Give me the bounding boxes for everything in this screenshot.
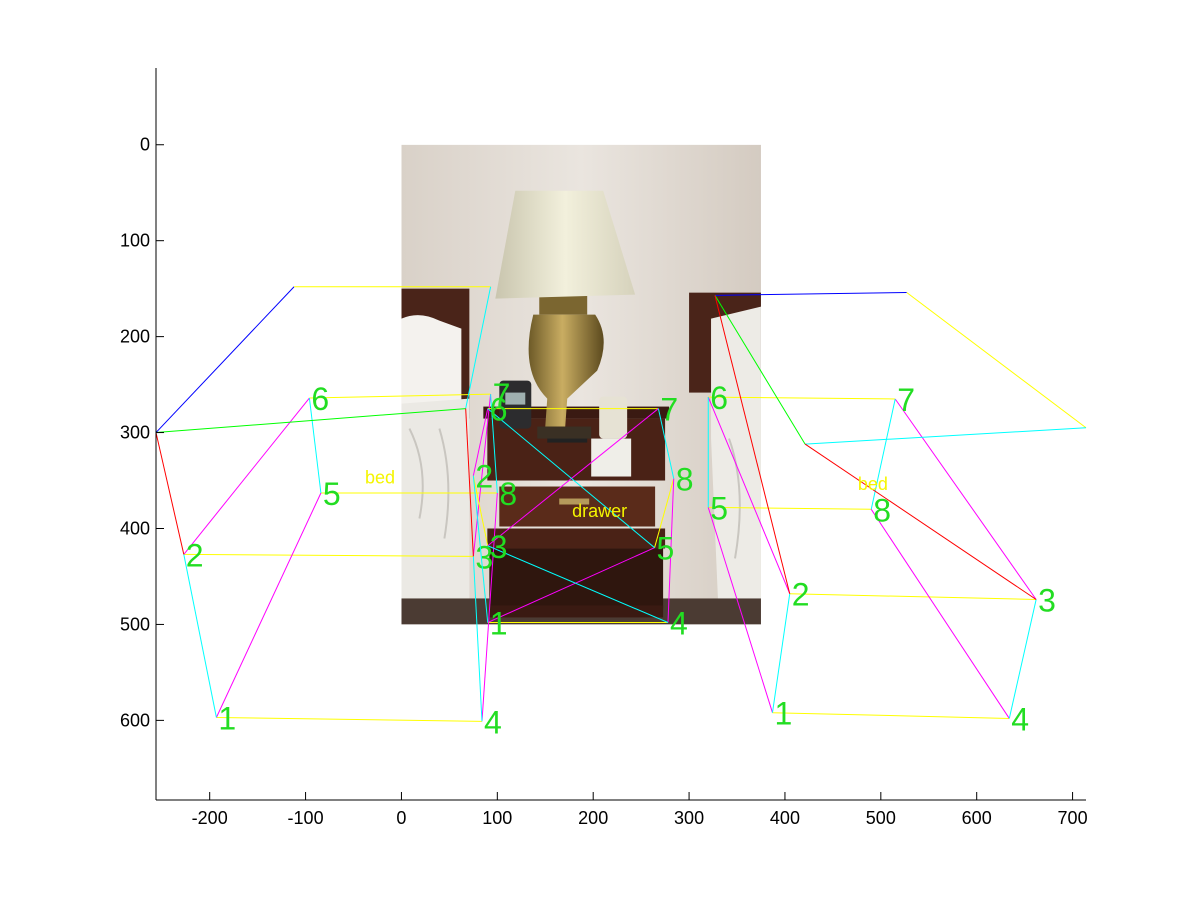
outer-edge bbox=[155, 408, 466, 434]
vertex-label: 2 bbox=[792, 577, 810, 613]
box-edge-0-9 bbox=[472, 556, 483, 722]
outer-edge bbox=[465, 408, 474, 557]
x-tick-label: 200 bbox=[578, 808, 608, 828]
vertex-label: 5 bbox=[323, 476, 341, 512]
x-tick-label: 700 bbox=[1058, 808, 1088, 828]
box-edge-1-5 bbox=[472, 408, 489, 476]
vertex-label: 5 bbox=[657, 531, 675, 567]
box-edge-0-0 bbox=[216, 716, 482, 722]
box-edge-2-7 bbox=[894, 398, 1037, 600]
outer-edge bbox=[465, 286, 492, 409]
vertex-label: 1 bbox=[490, 606, 508, 642]
vertex-label: 8 bbox=[499, 476, 517, 512]
y-tick-label: 600 bbox=[120, 710, 150, 730]
vertex-label: 3 bbox=[475, 539, 493, 575]
vertex-label: 4 bbox=[484, 704, 502, 740]
y-tick-label: 300 bbox=[120, 423, 150, 443]
vertex-label: 2 bbox=[475, 459, 493, 495]
x-tick-label: 100 bbox=[482, 808, 512, 828]
box-edge-2-9 bbox=[1008, 599, 1037, 719]
box-edge-1-9 bbox=[487, 545, 669, 623]
box-edge-0-1 bbox=[183, 553, 474, 557]
vertex-label: 8 bbox=[676, 462, 694, 498]
vertex-label: 1 bbox=[774, 696, 792, 732]
y-tick-label: 200 bbox=[120, 327, 150, 347]
box-edge-2-6 bbox=[870, 509, 1010, 719]
box-edge-1-11 bbox=[657, 408, 675, 479]
vertex-label: 4 bbox=[670, 606, 688, 642]
vertex-label: 3 bbox=[1038, 582, 1056, 618]
outer-edge bbox=[805, 427, 1087, 445]
annotation-label: bed bbox=[365, 467, 395, 487]
vertex-label: 3 bbox=[490, 529, 508, 565]
x-tick-label: 600 bbox=[962, 808, 992, 828]
outer-edge bbox=[714, 291, 907, 296]
x-tick-label: 0 bbox=[396, 808, 406, 828]
vertex-label: 2 bbox=[186, 537, 204, 573]
vertex-label: 6 bbox=[490, 392, 508, 428]
outer-edge bbox=[906, 292, 1087, 429]
vertex-label: 1 bbox=[218, 700, 236, 736]
drawer-box: 1 2 3 4 5 6 7 8 bbox=[472, 392, 694, 642]
annotation-labels: bed drawer bed bbox=[365, 467, 888, 521]
y-tick-label: 500 bbox=[120, 614, 150, 634]
x-tick-label: -200 bbox=[192, 808, 228, 828]
annotation-label: drawer bbox=[572, 501, 627, 521]
outer-edge bbox=[804, 443, 1037, 600]
y-tick-label: 400 bbox=[120, 518, 150, 538]
box-edge-0-8 bbox=[183, 554, 217, 718]
box-edge-1-10 bbox=[487, 408, 655, 549]
box-edge-2-1 bbox=[789, 593, 1037, 600]
box-edge-2-2 bbox=[708, 506, 872, 510]
box-edge-2-8 bbox=[771, 593, 791, 713]
vertex-label: 6 bbox=[710, 380, 728, 416]
x-tick-label: 300 bbox=[674, 808, 704, 828]
box-edge-0-6 bbox=[481, 492, 498, 722]
vertex-label: 6 bbox=[311, 381, 329, 417]
box-edge-0-11 bbox=[490, 394, 498, 494]
box-edge-0-7 bbox=[472, 394, 492, 557]
x-tick-label: -100 bbox=[288, 808, 324, 828]
vertex-label: 7 bbox=[897, 382, 915, 418]
outer-edge bbox=[714, 295, 806, 445]
box-edge-0-3 bbox=[309, 393, 491, 399]
box-edge-2-4 bbox=[707, 507, 773, 713]
hotel-nightstand-photo bbox=[401, 144, 761, 625]
right-bed-box: 1 2 3 4 5 6 7 8 bbox=[707, 291, 1087, 737]
vertex-label: 8 bbox=[873, 492, 891, 528]
box-edge-1-6 bbox=[667, 478, 675, 623]
annotation-label: bed bbox=[858, 474, 888, 494]
box-edge-1-4 bbox=[487, 547, 655, 623]
box-edge-1-2 bbox=[654, 478, 675, 548]
box-edge-2-3 bbox=[708, 396, 896, 400]
box-edge-0-10 bbox=[308, 397, 322, 494]
box-edge-1-8 bbox=[472, 475, 489, 623]
outer-edge bbox=[714, 295, 791, 594]
axes: -200 -100 0 100 200 300 400 500 600 700 0 100 200 300… bbox=[120, 68, 1088, 828]
x-tick-label: 500 bbox=[866, 808, 896, 828]
box-edge-0-5 bbox=[183, 397, 310, 555]
box-edge-1-1 bbox=[472, 475, 489, 546]
vertex-label: 7 bbox=[660, 392, 678, 428]
vertex-label: 7 bbox=[493, 377, 511, 413]
vertex-label: 5 bbox=[710, 490, 728, 526]
outer-edge bbox=[155, 432, 185, 555]
y-tick-label: 100 bbox=[120, 231, 150, 251]
x-tick-label: 400 bbox=[770, 808, 800, 828]
vertex-label: 4 bbox=[1011, 701, 1029, 737]
box-edge-0-4 bbox=[215, 492, 322, 718]
box-edge-2-5 bbox=[707, 396, 791, 594]
y-tick-label: 0 bbox=[140, 135, 150, 155]
outer-edge bbox=[155, 286, 295, 433]
box-edge-1-7 bbox=[487, 408, 659, 547]
box-edge-2-0 bbox=[772, 712, 1010, 719]
